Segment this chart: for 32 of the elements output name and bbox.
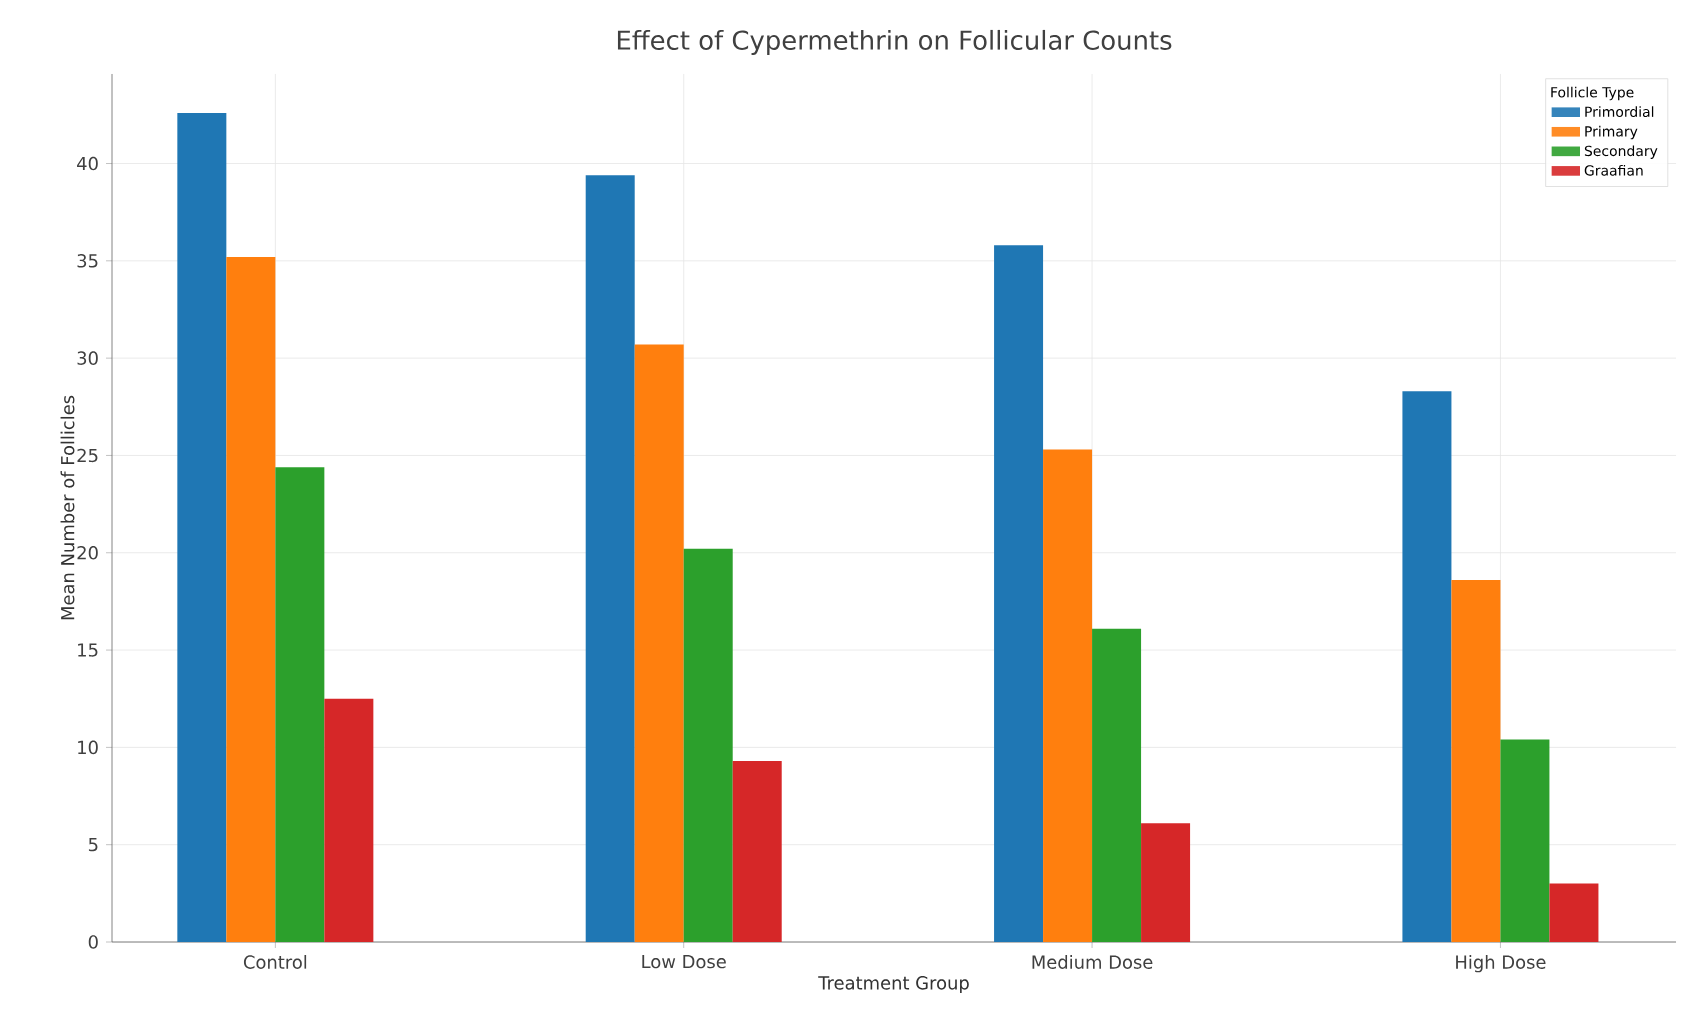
y-tick-label: 40	[77, 156, 98, 171]
x-tick-label: High Dose	[1456, 955, 1546, 973]
y-tick-label: 15	[78, 643, 98, 657]
y-tick-label: 30	[77, 351, 98, 365]
bar	[177, 112, 227, 942]
y-tick-label: 10	[78, 740, 98, 755]
y-tick-label: 0	[88, 935, 98, 949]
bar	[994, 245, 1044, 942]
x-axis-title: Treatment Group	[818, 976, 969, 994]
bar	[634, 344, 684, 942]
x-tick-label: Medium Dose	[1032, 955, 1153, 969]
bar	[1500, 739, 1550, 942]
bar	[226, 256, 276, 942]
bar	[585, 175, 635, 942]
bar	[732, 761, 782, 942]
bar	[683, 548, 733, 942]
bar	[1451, 580, 1501, 942]
y-tick-label: 35	[77, 254, 98, 268]
y-axis-title: Mean Number of Follicles	[60, 395, 75, 620]
y-tick-label: 5	[88, 838, 98, 852]
bar	[1549, 883, 1599, 942]
bar	[1043, 449, 1093, 942]
y-tick-label: 25	[77, 448, 98, 463]
x-tick-label: Control	[243, 955, 307, 969]
x-tick-label: Low Dose	[642, 955, 726, 969]
bar	[275, 467, 325, 942]
bar	[1141, 823, 1191, 942]
y-tick-label: 20	[77, 545, 98, 560]
bar	[324, 698, 374, 942]
chart-title: Effect of Cypermethrin on Follicular Counts	[617, 29, 1172, 55]
bar	[1402, 391, 1452, 942]
bar	[1092, 628, 1142, 942]
